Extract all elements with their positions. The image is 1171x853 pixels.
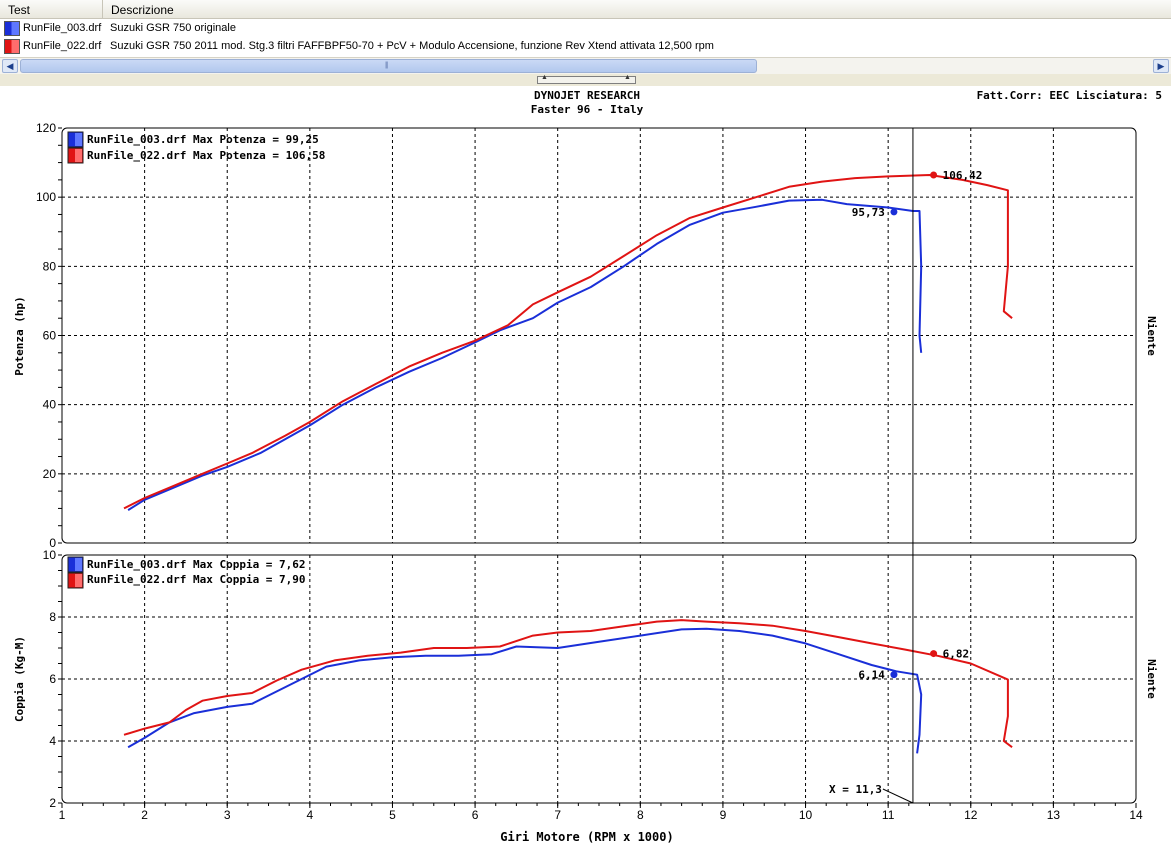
legend-swatch-run-022-highlight — [75, 149, 82, 162]
rpm-cursor-pointer — [882, 788, 914, 804]
torque-y-tick-label: 6 — [49, 672, 56, 686]
run-row-2[interactable]: RunFile_022.drf Suzuki GSR 750 2011 mod.… — [0, 38, 1171, 55]
legend-swatch-run-003-highlight — [75, 133, 82, 146]
power-line-runfile_003-drf — [127, 198, 923, 511]
torque-legend: RunFile_003.drf Max Coppia = 7,62 RunFil… — [67, 556, 306, 589]
legend-swatch-run-022-highlight — [75, 574, 82, 587]
torque-y-ticks: 2 4 6 8 10 — [43, 548, 62, 810]
chart-subtitle: Faster 96 - Italy — [531, 103, 644, 116]
torque-y-axis-label: Coppia (Kg-M) — [13, 636, 26, 722]
torque-marker-label: 6,14 — [858, 669, 885, 682]
run-row-1[interactable]: RunFile_003.drf Suzuki GSR 750 originale — [0, 20, 1171, 37]
chart-title: DYNOJET RESEARCH — [534, 89, 640, 102]
torque-grid — [62, 555, 1136, 803]
dyno-chart: DYNOJET RESEARCH Faster 96 - Italy Fatt.… — [13, 89, 1162, 844]
x-tick-label: 2 — [141, 808, 148, 822]
power-marker-label: 106,42 — [943, 169, 983, 182]
scroll-left-arrow-icon[interactable]: ◀ — [2, 59, 18, 73]
legend-entry-run-022: RunFile_022.drf Max Coppia = 7,90 — [87, 573, 306, 586]
splitter-up-arrow-icon: ▲ — [541, 74, 548, 81]
dyno-chart-area: DYNOJET RESEARCH Faster 96 - Italy Fatt.… — [0, 86, 1171, 853]
power-marker-label: 95,73 — [852, 206, 885, 219]
x-tick-label: 5 — [389, 808, 396, 822]
torque-line-runfile_003-drf — [127, 627, 923, 754]
column-header-test[interactable]: Test — [0, 0, 103, 18]
run-color-swatch — [4, 21, 20, 36]
grip-icon: ||| — [385, 62, 389, 69]
power-y-axis-label: Potenza (hp) — [13, 296, 26, 375]
power-y-tick-label: 40 — [43, 398, 57, 412]
x-tick-label: 11 — [882, 808, 895, 822]
splitter-handle[interactable]: ▲ ▲ — [537, 74, 636, 84]
x-tick-label: 4 — [307, 808, 314, 822]
power-line-runfile_022-drf — [123, 174, 1013, 510]
scroll-right-arrow-icon[interactable]: ▶ — [1153, 59, 1169, 73]
run-color-swatch — [4, 39, 20, 54]
power-marker — [890, 208, 898, 216]
torque-marker — [930, 650, 938, 658]
power-y-tick-label: 60 — [43, 329, 57, 343]
x-tick-label: 1 — [59, 808, 66, 822]
grid-header: Test Descrizione — [0, 0, 1171, 19]
x-tick-label: 10 — [799, 808, 813, 822]
splitter-down-arrow-icon: ▲ — [624, 74, 631, 81]
scrollbar-thumb[interactable]: ||| — [20, 59, 757, 73]
torque-y-tick-label: 4 — [49, 734, 56, 748]
run-description: Suzuki GSR 750 2011 mod. Stg.3 filtri FA… — [110, 40, 714, 52]
x-tick-label: 13 — [1047, 808, 1061, 822]
power-grid — [62, 128, 1136, 543]
correction-info: Fatt.Corr: EEC Lisciatura: 5 — [977, 89, 1162, 102]
column-header-description[interactable]: Descrizione — [103, 0, 1171, 18]
legend-swatch-run-003-highlight — [75, 558, 82, 571]
rpm-cursor[interactable]: X = 11,3 — [829, 128, 914, 804]
legend-entry-run-022: RunFile_022.drf Max Potenza = 106,58 — [87, 149, 325, 162]
torque-marker — [890, 671, 898, 679]
legend-entry-run-003: RunFile_003.drf Max Potenza = 99,25 — [87, 133, 319, 146]
torque-line-runfile_022-drf — [123, 619, 1013, 749]
power-y-tick-label: 100 — [36, 190, 56, 204]
torque-y-tick-label: 10 — [43, 548, 57, 562]
power-right-label: Niente — [1145, 316, 1158, 356]
power-legend: RunFile_003.drf Max Potenza = 99,25 RunF… — [67, 131, 325, 164]
run-file-name: RunFile_022.drf — [23, 40, 102, 52]
x-tick-label: 14 — [1129, 808, 1143, 822]
torque-right-label: Niente — [1145, 659, 1158, 699]
x-tick-label: 9 — [720, 808, 727, 822]
power-marker — [930, 171, 938, 179]
power-y-ticks: 0 20 40 60 80 100 120 — [36, 121, 62, 550]
power-y-tick-label: 120 — [36, 121, 56, 135]
x-tick-label: 3 — [224, 808, 231, 822]
x-tick-label: 6 — [472, 808, 479, 822]
torque-y-tick-label: 8 — [49, 610, 56, 624]
x-axis-ticks: 1 2 3 4 5 6 7 8 9 10 11 12 13 14 — [59, 803, 1143, 822]
power-y-tick-label: 20 — [43, 467, 57, 481]
torque-marker-label: 6,82 — [943, 648, 970, 661]
torque-y-tick-label: 2 — [49, 796, 56, 810]
legend-entry-run-003: RunFile_003.drf Max Coppia = 7,62 — [87, 558, 306, 571]
power-series: 95,73 106,42 — [123, 169, 1013, 511]
column-header-test-label: Test — [8, 3, 31, 17]
run-file-name: RunFile_003.drf — [23, 22, 102, 34]
power-y-tick-label: 80 — [43, 259, 57, 273]
run-description: Suzuki GSR 750 originale — [110, 22, 236, 34]
torque-series: 6,14 6,82 — [123, 619, 1013, 754]
run-file-grid: Test Descrizione RunFile_003.drf Suzuki … — [0, 0, 1171, 58]
x-tick-label: 8 — [637, 808, 644, 822]
rpm-cursor-label: X = 11,3 — [829, 783, 882, 796]
column-header-description-label: Descrizione — [111, 3, 174, 17]
horizontal-scrollbar[interactable]: ◀ ||| ▶ — [0, 57, 1171, 74]
x-tick-label: 12 — [964, 808, 978, 822]
x-tick-label: 7 — [554, 808, 561, 822]
power-y-tick-label: 0 — [49, 536, 56, 550]
x-axis-label: Giri Motore (RPM x 1000) — [500, 830, 673, 844]
